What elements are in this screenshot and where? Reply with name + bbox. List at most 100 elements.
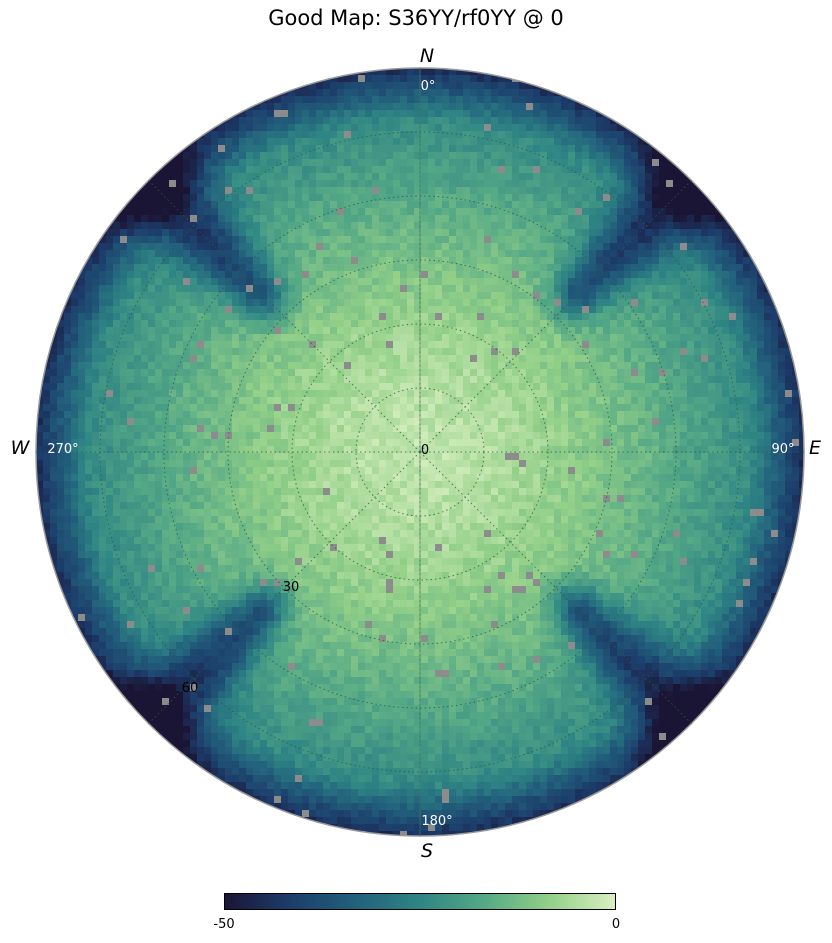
heatmap-cell [113, 425, 121, 433]
heatmap-cell [470, 208, 478, 216]
heatmap-cell [211, 432, 219, 440]
heatmap-cell [316, 390, 324, 398]
heatmap-cell [309, 117, 317, 125]
heatmap-cell [708, 362, 716, 370]
heatmap-cell [582, 418, 590, 426]
heatmap-cell [71, 383, 79, 391]
heatmap-cell [414, 138, 422, 146]
heatmap-cell [743, 278, 751, 286]
heatmap-cell [267, 138, 275, 146]
heatmap-cell [379, 362, 387, 370]
heatmap-cell [421, 327, 429, 335]
heatmap-cell [526, 145, 534, 153]
heatmap-cell [225, 320, 233, 328]
heatmap-cell [547, 103, 555, 111]
heatmap-cell [554, 201, 562, 209]
heatmap-cell [407, 117, 415, 125]
heatmap-cell [309, 194, 317, 202]
heatmap-cell [596, 222, 604, 230]
heatmap-cell [358, 432, 366, 440]
heatmap-cell [225, 376, 233, 384]
heatmap-cell [582, 166, 590, 174]
heatmap-cell [596, 138, 604, 146]
heatmap-cell [225, 327, 233, 335]
heatmap-cell [659, 229, 667, 237]
heatmap-cell [687, 187, 695, 195]
heatmap-cell [554, 355, 562, 363]
heatmap-cell [778, 362, 786, 370]
heatmap-cell [64, 299, 72, 307]
heatmap-cell [288, 124, 296, 132]
heatmap-cell [246, 110, 254, 118]
heatmap-cell [435, 166, 443, 174]
heatmap-cell [449, 404, 457, 412]
heatmap-cell [708, 285, 716, 293]
heatmap-cell [148, 257, 156, 265]
heatmap-cell [617, 208, 625, 216]
heatmap-cell [491, 138, 499, 146]
heatmap-cell [638, 159, 646, 167]
heatmap-cell [407, 257, 415, 265]
heatmap-cell [610, 348, 618, 356]
heatmap-cell [197, 166, 205, 174]
heatmap-cell [743, 432, 751, 440]
heatmap-cell [533, 390, 541, 398]
heatmap-cell [344, 355, 352, 363]
heatmap-cell [211, 425, 219, 433]
heatmap-cell [449, 327, 457, 335]
heatmap-cell [722, 236, 730, 244]
heatmap-cell [645, 299, 653, 307]
heatmap-cell [85, 292, 93, 300]
heatmap-cell [337, 187, 345, 195]
heatmap-cell [589, 236, 597, 244]
heatmap-cell [379, 369, 387, 377]
heatmap-cell [680, 292, 688, 300]
heatmap-cell [666, 355, 674, 363]
heatmap-cell [183, 292, 191, 300]
heatmap-cell [316, 278, 324, 286]
heatmap-cell [498, 306, 506, 314]
heatmap-cell [246, 341, 254, 349]
heatmap-cell [561, 187, 569, 195]
heatmap-cell [64, 453, 72, 461]
heatmap-cell [71, 397, 79, 405]
heatmap-cell [337, 68, 345, 76]
heatmap-cell [666, 285, 674, 293]
heatmap-cell [386, 313, 394, 321]
heatmap-cell [708, 257, 716, 265]
heatmap-cell [547, 446, 555, 454]
heatmap-cell [750, 376, 758, 384]
heatmap-cell [386, 341, 394, 349]
heatmap-cell [141, 173, 149, 181]
heatmap-cell [197, 285, 205, 293]
heatmap-cell [134, 341, 142, 349]
heatmap-cell [302, 117, 310, 125]
heatmap-cell [722, 376, 730, 384]
heatmap-cell [771, 390, 779, 398]
heatmap-cell [379, 271, 387, 279]
heatmap-cell [463, 138, 471, 146]
heatmap-cell [274, 341, 282, 349]
heatmap-cell [211, 341, 219, 349]
heatmap-cell [680, 229, 688, 237]
heatmap-cell [407, 145, 415, 153]
heatmap-cell [190, 264, 198, 272]
heatmap-cell [414, 425, 422, 433]
heatmap-cell [680, 278, 688, 286]
heatmap-cell [624, 257, 632, 265]
heatmap-cell [99, 341, 107, 349]
heatmap-cell [575, 222, 583, 230]
heatmap-cell [113, 362, 121, 370]
heatmap-cell [71, 362, 79, 370]
heatmap-cell [456, 187, 464, 195]
heatmap-cell [750, 362, 758, 370]
heatmap-cell [694, 418, 702, 426]
heatmap-cell [302, 194, 310, 202]
heatmap-cell [253, 103, 261, 111]
heatmap-cell [645, 418, 653, 426]
heatmap-cell [351, 96, 359, 104]
heatmap-cell [638, 397, 646, 405]
heatmap-cell [456, 397, 464, 405]
heatmap-cell [204, 327, 212, 335]
heatmap-cell [309, 348, 317, 356]
